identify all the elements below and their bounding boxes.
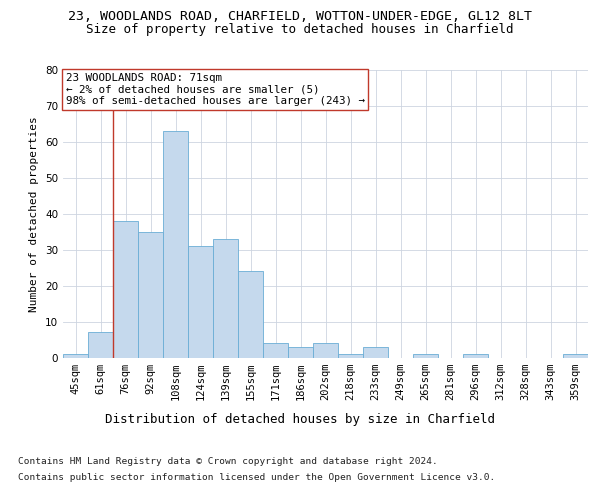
Bar xyxy=(363,346,388,358)
Bar xyxy=(463,354,488,358)
Bar xyxy=(138,232,163,358)
Text: Contains public sector information licensed under the Open Government Licence v3: Contains public sector information licen… xyxy=(18,472,495,482)
Text: 23, WOODLANDS ROAD, CHARFIELD, WOTTON-UNDER-EDGE, GL12 8LT: 23, WOODLANDS ROAD, CHARFIELD, WOTTON-UN… xyxy=(68,10,532,23)
Bar xyxy=(313,343,338,357)
Bar xyxy=(88,332,113,357)
Bar xyxy=(338,354,363,358)
Text: 23 WOODLANDS ROAD: 71sqm
← 2% of detached houses are smaller (5)
98% of semi-det: 23 WOODLANDS ROAD: 71sqm ← 2% of detache… xyxy=(65,73,365,106)
Bar xyxy=(288,346,313,358)
Text: Distribution of detached houses by size in Charfield: Distribution of detached houses by size … xyxy=(105,412,495,426)
Bar xyxy=(238,271,263,358)
Bar xyxy=(213,239,238,358)
Bar xyxy=(563,354,588,358)
Bar xyxy=(188,246,213,358)
Bar xyxy=(263,343,288,357)
Text: Contains HM Land Registry data © Crown copyright and database right 2024.: Contains HM Land Registry data © Crown c… xyxy=(18,458,438,466)
Y-axis label: Number of detached properties: Number of detached properties xyxy=(29,116,40,312)
Bar xyxy=(113,221,138,358)
Bar xyxy=(163,131,188,358)
Bar xyxy=(413,354,438,358)
Text: Size of property relative to detached houses in Charfield: Size of property relative to detached ho… xyxy=(86,22,514,36)
Bar xyxy=(63,354,88,358)
